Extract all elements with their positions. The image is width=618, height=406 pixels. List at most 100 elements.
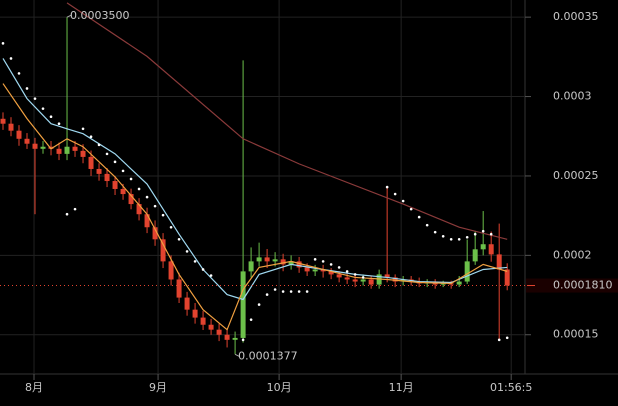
sar-dot xyxy=(313,258,317,261)
sar-dot xyxy=(49,115,53,119)
candle-body xyxy=(152,227,158,240)
sar-dot xyxy=(289,290,293,293)
sar-dot xyxy=(473,232,477,236)
sar-dot xyxy=(481,229,485,233)
candle-body xyxy=(8,123,14,131)
x-tick-label: 10月 xyxy=(267,381,292,394)
x-tick-label: 9月 xyxy=(149,381,167,394)
sar-dot xyxy=(257,303,261,306)
candle-body xyxy=(96,168,102,174)
annotation-leader xyxy=(234,353,240,357)
sar-dot xyxy=(457,238,461,241)
candle-body xyxy=(312,269,318,272)
candle-body xyxy=(336,274,342,278)
sar-dot xyxy=(241,338,245,342)
axes: 0.00015 0.0002 0.00025 0.0003 0.00035 8月 9月 10月… xyxy=(25,9,618,394)
sar-dot xyxy=(113,160,117,164)
sar-dot xyxy=(281,290,285,293)
candle-body xyxy=(272,259,278,262)
candle-body xyxy=(64,146,70,154)
sar-dot xyxy=(409,207,413,211)
sar-dot xyxy=(361,276,365,279)
candle-body xyxy=(488,244,494,255)
candle-body xyxy=(160,239,166,262)
candle-body xyxy=(264,257,270,262)
y-tick-label: 0.00025 xyxy=(553,169,599,182)
candle-body xyxy=(248,261,254,272)
candle-body xyxy=(224,334,230,340)
candle-body xyxy=(168,261,174,280)
candle-body xyxy=(464,261,470,282)
candle-body xyxy=(0,118,6,124)
candle-body xyxy=(352,279,358,282)
candle-body xyxy=(392,277,398,282)
sar-dot xyxy=(273,288,277,291)
sar-dot xyxy=(105,152,109,156)
sar-dot xyxy=(33,97,37,100)
candle-body xyxy=(72,146,78,151)
candle-body xyxy=(328,271,334,275)
sar-dot xyxy=(433,230,437,234)
grid xyxy=(0,0,525,374)
candle-body xyxy=(112,181,118,189)
candle-body xyxy=(368,279,374,285)
x-tick-label: 11月 xyxy=(389,381,414,394)
sar-dot xyxy=(385,185,389,189)
sar-dot xyxy=(489,232,493,236)
sar-dot xyxy=(417,215,421,219)
sar-dot xyxy=(201,268,205,271)
candle-body xyxy=(232,337,238,340)
sar-dot xyxy=(401,199,405,203)
sar-dot xyxy=(465,235,469,239)
candle-body xyxy=(104,173,110,182)
candle-body xyxy=(200,317,206,325)
candle-body xyxy=(480,244,486,250)
sar-dot xyxy=(41,107,45,110)
sar-dot xyxy=(337,266,341,269)
candle-body xyxy=(128,194,134,205)
candle-body xyxy=(136,204,142,215)
candle-body xyxy=(56,148,62,154)
sar-dot xyxy=(145,195,149,199)
sar-dot xyxy=(97,143,101,147)
candle-body xyxy=(288,261,294,265)
candle-body xyxy=(88,156,94,169)
sar-dot xyxy=(249,318,253,321)
indicator-line xyxy=(2,83,508,331)
sar-dot xyxy=(305,290,309,293)
candle-body xyxy=(144,214,150,228)
sar-dot xyxy=(9,57,13,60)
sar-dot xyxy=(73,207,77,211)
candle-body xyxy=(32,143,38,149)
candle-body xyxy=(16,130,22,139)
sar-dot xyxy=(129,177,133,181)
sar-dot xyxy=(81,127,85,131)
x-tick-label: 8月 xyxy=(25,381,43,394)
sar-dot xyxy=(177,238,181,241)
candle-body xyxy=(256,257,262,262)
candle-body xyxy=(344,277,350,280)
sar-dot xyxy=(441,234,445,238)
candle-body xyxy=(240,271,246,338)
sar-dot xyxy=(185,250,189,253)
sar-dot xyxy=(169,225,173,229)
last-price-label: 0.0001810 xyxy=(553,279,613,292)
sar-dot xyxy=(497,338,501,342)
candle-body xyxy=(456,281,462,285)
sar-dot xyxy=(393,192,397,196)
sar-dot xyxy=(321,260,325,263)
y-tick-label: 0.00015 xyxy=(553,328,599,341)
sar-dot xyxy=(57,122,61,126)
sar-dot xyxy=(25,87,29,90)
annotation-leader xyxy=(66,14,72,18)
sar-dot xyxy=(193,260,197,263)
sar-dot xyxy=(345,270,349,273)
sar-dot xyxy=(425,223,429,227)
sar-dot xyxy=(505,336,509,340)
candle-body xyxy=(320,269,326,272)
annotation-label: 0.0003500 xyxy=(70,9,129,22)
x-tick-label: 01:56:5 xyxy=(490,381,532,394)
candle-body xyxy=(80,150,86,157)
candle-body xyxy=(176,279,182,298)
